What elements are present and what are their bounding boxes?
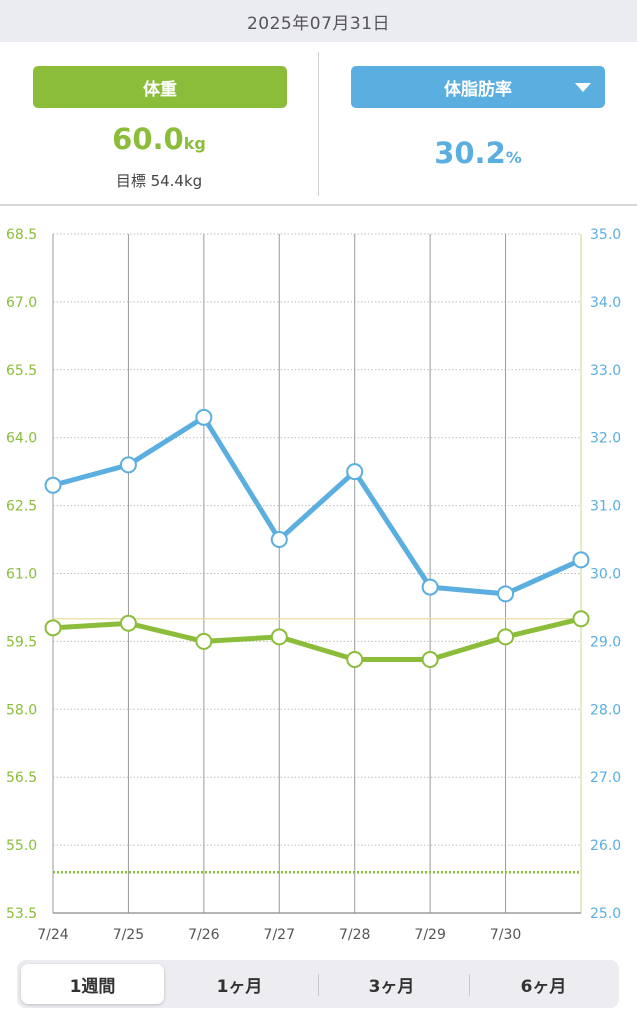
body-fat-point — [421, 578, 439, 596]
x-tick-label: 7/25 — [113, 927, 144, 943]
tab-label: 6ヶ月 — [520, 976, 567, 997]
body-fat-point — [195, 408, 213, 426]
right-tick-label: 35.0 — [590, 227, 621, 243]
date-label: 2025年07月31日 — [246, 13, 391, 34]
tab-1-month[interactable]: 1ヶ月 — [168, 964, 311, 1004]
right-tick-label: 31.0 — [590, 499, 621, 515]
target-weight: 目標 54.4kg — [115, 172, 203, 190]
body-fat-dropdown[interactable]: 体脂肪率 — [351, 66, 605, 108]
x-tick-label: 7/29 — [414, 927, 445, 943]
tab-1-week[interactable]: 1週間 — [21, 964, 164, 1004]
tab-separator — [318, 974, 319, 996]
x-tick-label: 7/24 — [37, 927, 69, 943]
weight-number: 60.0 — [112, 122, 184, 156]
weight-line — [50, 616, 584, 663]
body-fat-value: 30.2% — [319, 136, 637, 170]
weight-point — [421, 651, 439, 669]
x-tick-label: 7/30 — [490, 927, 521, 943]
weight-point — [346, 651, 364, 669]
left-tick-label: 67.0 — [6, 295, 37, 311]
left-tick-label: 62.5 — [6, 499, 37, 515]
body-fat-point — [346, 463, 364, 481]
right-tick-label: 32.0 — [590, 431, 621, 447]
right-tick-label: 28.0 — [590, 702, 621, 718]
weight-point — [270, 628, 288, 646]
x-tick-label: 7/26 — [188, 927, 220, 943]
right-tick-label: 34.0 — [590, 295, 621, 311]
weight-point — [497, 628, 515, 646]
right-tick-label: 27.0 — [590, 770, 621, 786]
triangle-down-icon — [575, 83, 591, 92]
body-fat-unit: % — [505, 148, 522, 167]
weight-unit: kg — [183, 134, 206, 153]
fat-panel: 体脂肪率 30.2% — [319, 42, 637, 206]
body-fat-point — [270, 531, 288, 549]
left-tick-label: 59.5 — [6, 634, 37, 650]
weight-point — [572, 610, 590, 628]
left-tick-label: 61.0 — [6, 567, 37, 583]
left-tick-label: 53.5 — [6, 906, 37, 922]
x-tick-label: 7/27 — [264, 927, 295, 943]
left-tick-label: 58.0 — [6, 702, 37, 718]
left-tick-label: 65.5 — [6, 363, 37, 379]
weight-bodyfat-chart: 68.5 67.0 65.5 64.0 62.5 61.0 59.5 58.0 56.5 55.0… — [6, 227, 621, 943]
left-tick-label: 56.5 — [6, 770, 37, 786]
right-tick-label: 33.0 — [590, 363, 621, 379]
body-fat-point — [44, 476, 62, 494]
body-fat-number: 30.2 — [434, 136, 506, 170]
weight-point — [119, 614, 137, 632]
body-fat-point — [572, 551, 590, 569]
left-tick-label: 64.0 — [6, 431, 37, 447]
weight-point — [44, 619, 62, 637]
weight-button[interactable]: 体重 — [33, 66, 287, 108]
tab-label: 1週間 — [69, 976, 116, 997]
left-tick-label: 68.5 — [6, 227, 37, 243]
tab-separator — [469, 974, 470, 996]
tab-6-months[interactable]: 6ヶ月 — [472, 964, 615, 1004]
body-fat-point — [497, 585, 515, 603]
body-fat-line — [50, 414, 584, 597]
tab-label: 3ヶ月 — [368, 976, 415, 997]
tab-label: 1ヶ月 — [216, 976, 263, 997]
weight-point — [195, 632, 213, 650]
right-tick-label: 26.0 — [590, 838, 621, 854]
right-tick-label: 30.0 — [590, 567, 621, 583]
period-segmented-control: 1週間 1ヶ月 3ヶ月 6ヶ月 — [17, 960, 619, 1008]
right-tick-label: 25.0 — [590, 906, 621, 922]
weight-panel: 体重 60.0kg 目標 54.4kg — [0, 42, 318, 206]
right-tick-label: 29.0 — [590, 634, 621, 650]
left-tick-label: 55.0 — [6, 838, 37, 854]
panel-divider — [318, 52, 319, 196]
weight-value: 60.0kg — [0, 122, 318, 156]
tab-3-months[interactable]: 3ヶ月 — [320, 964, 463, 1004]
date-header: 2025年07月31日 — [0, 0, 637, 42]
body-fat-point — [119, 456, 137, 474]
body-fat-button-label: 体脂肪率 — [444, 79, 512, 100]
x-tick-label: 7/28 — [339, 927, 370, 943]
header-divider — [0, 204, 637, 206]
weight-button-label: 体重 — [143, 79, 177, 100]
